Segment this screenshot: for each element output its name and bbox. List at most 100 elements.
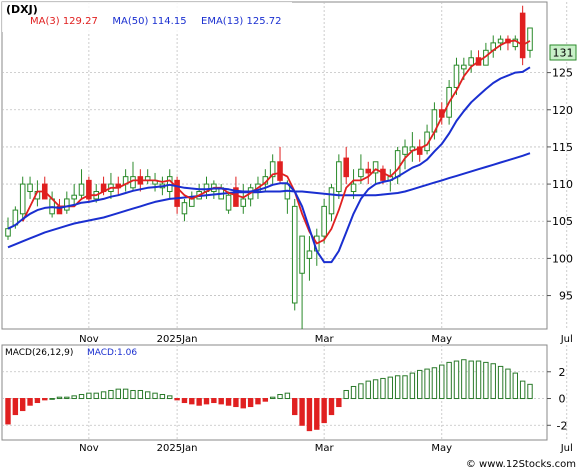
macd-bar (358, 383, 364, 400)
macd-bar (130, 389, 136, 400)
last-price-label: 131 (553, 47, 574, 60)
macd-bar (446, 361, 452, 400)
candle-body (519, 12, 526, 59)
macd-bar (108, 389, 114, 400)
macd-bar (292, 398, 298, 416)
price-x-tick-label: Nov (79, 334, 99, 345)
indicator-lines (7, 39, 531, 264)
candle-body (174, 179, 180, 207)
footer-credit: © www.12Stocks.com (466, 459, 576, 470)
macd-bar (365, 380, 371, 400)
chart-title: (DXJ) (6, 3, 38, 16)
macd-bar (240, 398, 246, 409)
candle-body (306, 250, 313, 259)
candle-body (233, 187, 239, 207)
candle (336, 154, 342, 199)
candle-body (86, 179, 92, 200)
candle (181, 198, 188, 222)
candle (365, 161, 372, 185)
ma50-line (7, 152, 531, 249)
macd-bar (27, 398, 33, 406)
macd-x-tick-label: May (431, 443, 452, 454)
candle (416, 139, 423, 162)
macd-bar (519, 380, 526, 400)
macd-title: MACD(26,12,9) (5, 348, 73, 358)
macd-bar (19, 398, 26, 412)
candle-body (299, 235, 305, 274)
candle-body (19, 183, 26, 215)
macd-y-tick-label: 0 (559, 393, 566, 406)
macd-x-tick-label: Mar (315, 443, 335, 454)
macd-bar (336, 398, 342, 408)
legend-entry: MA(50) 114.15 (112, 16, 186, 27)
candle-body (358, 168, 364, 178)
macd-bar (93, 392, 99, 400)
macd-bar (380, 377, 386, 400)
legend-backdrop (2, 2, 292, 32)
candle-body (365, 168, 372, 174)
macd-bar (233, 398, 239, 408)
candle (291, 198, 298, 311)
macd-x-tick-label: Jul (560, 443, 573, 454)
candle (299, 235, 305, 329)
candle (240, 184, 247, 214)
candle-body (27, 183, 33, 193)
macd-bar (527, 383, 533, 400)
macd-bar (71, 395, 77, 400)
candle-body (225, 194, 232, 211)
candle-body (277, 161, 283, 181)
macd-bar (306, 398, 313, 432)
macd-bar (247, 398, 254, 408)
price-y-tick-label: 110 (552, 178, 573, 191)
macd-bar (122, 388, 129, 400)
candle (71, 184, 77, 207)
macd-bar (453, 360, 460, 400)
macd-bar (497, 365, 504, 400)
macd-bar (211, 398, 217, 404)
macd-bar (115, 388, 121, 400)
candle-body (5, 228, 11, 237)
macd-bar (277, 394, 283, 400)
macd-bar (409, 372, 416, 400)
candle-body (343, 157, 349, 178)
candle (269, 154, 276, 185)
macd-bar (34, 398, 41, 404)
price-y-tick-label: 125 (552, 67, 573, 80)
macd-bar (174, 398, 180, 401)
macd-bar (328, 398, 335, 416)
macd-bar (343, 389, 349, 400)
macd-panel: 20-2 Nov2025JanMarMayJulSep MACD(26,12,9… (1, 344, 573, 454)
macd-bar (49, 398, 55, 400)
price-y-tick-label: 105 (552, 215, 573, 228)
price-x-tick-label: May (431, 334, 452, 345)
candle-body (416, 146, 423, 155)
macd-bar (255, 398, 261, 405)
candle (306, 236, 313, 281)
candle (277, 146, 283, 185)
candle (64, 191, 70, 214)
candle (358, 154, 364, 185)
macd-bar (78, 394, 85, 400)
candle-body (380, 168, 386, 181)
macd-bar (152, 392, 158, 400)
macd-y-tick-label: 2 (559, 366, 566, 379)
candle-body (394, 150, 401, 178)
macd-bar (512, 372, 519, 400)
macd-bar (225, 398, 232, 406)
macd-x-tick-label: Nov (79, 443, 99, 454)
macd-bar (218, 398, 224, 405)
macd-bar (350, 385, 357, 400)
macd-x-tick-label: 2025Jan (157, 443, 198, 454)
price-panel: 95 100 105 110 115 120 125 Nov 2025Jan Mar May Jul… (1, 1, 577, 345)
price-y-tick-label: 115 (552, 141, 573, 154)
macd-bar (203, 398, 210, 405)
candle (19, 176, 26, 222)
candle-body (468, 57, 474, 66)
price-x-tick-label: Jul (560, 334, 573, 345)
macd-x-axis: Nov2025JanMarMayJulSep (79, 443, 573, 454)
candle (350, 169, 357, 199)
macd-bar (490, 363, 496, 400)
price-x-tick-label: 2025Jan (157, 334, 198, 345)
macd-bar (461, 359, 467, 400)
